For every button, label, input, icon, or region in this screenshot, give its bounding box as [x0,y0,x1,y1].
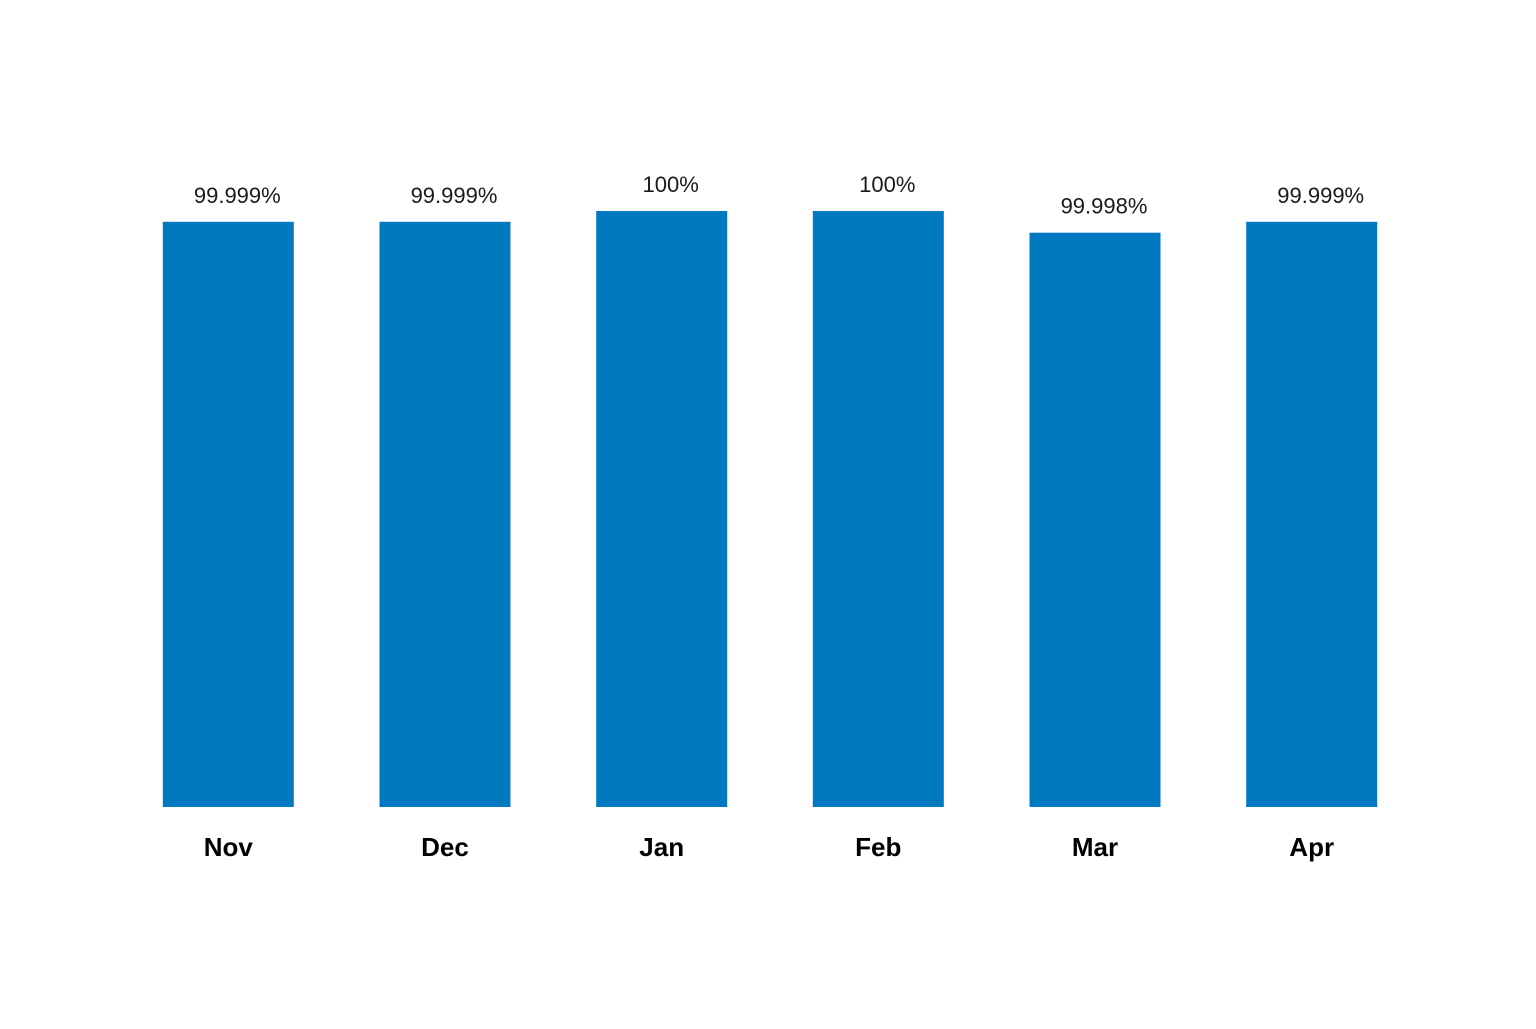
data-label-jan: 100% [643,172,699,197]
bar-apr [1246,221,1378,808]
bars-group [162,211,1378,808]
data-labels-group: 99.999% 99.999% 100% 100% 99.998% 99.999% [194,172,1364,219]
data-label-mar: 99.998% [1061,194,1148,219]
data-label-dec: 99.999% [411,183,498,208]
bar-mar [1029,232,1161,807]
category-label-mar: Mar [1072,832,1118,862]
category-label-nov: Nov [204,832,254,862]
data-label-feb: 100% [859,172,915,197]
category-label-feb: Feb [855,832,901,862]
category-labels-group: Nov Dec Jan Feb Mar Apr [204,832,1334,862]
category-label-apr: Apr [1289,832,1334,862]
category-label-dec: Dec [421,832,469,862]
data-label-apr: 99.999% [1277,183,1364,208]
category-label-jan: Jan [639,832,684,862]
bar-nov [162,221,294,808]
data-label-nov: 99.999% [194,183,281,208]
bar-feb [812,211,944,807]
bar-dec [379,221,511,808]
bar-jan [596,211,728,807]
